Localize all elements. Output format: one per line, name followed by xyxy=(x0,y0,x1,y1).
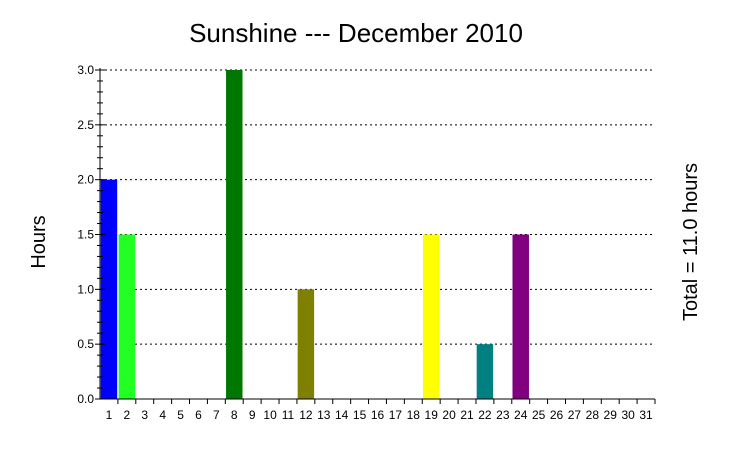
x-tick-label: 14 xyxy=(335,408,349,422)
x-tick-label: 2 xyxy=(124,408,131,422)
x-tick-label: 13 xyxy=(317,408,331,422)
x-tick-label: 11 xyxy=(282,408,295,422)
x-tick-label: 16 xyxy=(371,408,385,422)
x-tick-label: 5 xyxy=(177,408,184,422)
x-tick-label: 22 xyxy=(478,408,492,422)
y-tick-label: 2.5 xyxy=(77,118,94,132)
x-tick-labels: 1 2 3 4 5 6 7 8 9 10 11 12 13 14 15 16 17 18 19 20 21 22 23 24 2… xyxy=(106,408,653,422)
bar-day-2 xyxy=(118,234,136,399)
x-tick-label: 12 xyxy=(299,408,313,422)
x-tick-label: 28 xyxy=(586,408,600,422)
x-tick-label: 9 xyxy=(249,408,256,422)
x-tick-label: 27 xyxy=(568,408,582,422)
bars xyxy=(100,70,529,399)
x-tick-label: 15 xyxy=(353,408,367,422)
x-tick-label: 20 xyxy=(442,408,456,422)
y-tick-label: 3.0 xyxy=(77,63,94,77)
x-tick-label: 18 xyxy=(407,408,421,422)
bar-day-24 xyxy=(512,234,529,399)
x-tick-label: 19 xyxy=(425,408,439,422)
y-axis-label: Hours xyxy=(28,215,50,268)
x-tick-label: 23 xyxy=(496,408,510,422)
y-tick-labels: 0.0 0.5 1.0 1.5 2.0 2.5 3.0 xyxy=(77,63,94,406)
x-tick-label: 8 xyxy=(231,408,238,422)
y-tick-label: 1.5 xyxy=(77,228,94,242)
x-tick-label: 17 xyxy=(389,408,403,422)
total-hours-label: Total = 11.0 hours xyxy=(680,163,702,321)
axes xyxy=(95,68,656,404)
y-tick-label: 1.0 xyxy=(77,282,94,296)
x-tick-label: 1 xyxy=(106,408,113,422)
x-tick-label: 6 xyxy=(195,408,202,422)
x-tick-label: 10 xyxy=(263,408,277,422)
x-tick-label: 3 xyxy=(141,408,148,422)
x-tick-label: 24 xyxy=(514,408,528,422)
gridlines xyxy=(100,69,655,345)
x-tick-label: 30 xyxy=(621,408,635,422)
y-tick-label: 0.0 xyxy=(77,392,94,406)
x-tick-label: 7 xyxy=(213,408,220,422)
x-tick-label: 25 xyxy=(532,408,546,422)
chart-title: Sunshine --- December 2010 xyxy=(189,18,523,48)
y-tick-label: 0.5 xyxy=(77,337,94,351)
y-tick-label: 2.0 xyxy=(77,173,94,187)
x-tick-label: 4 xyxy=(159,408,166,422)
bar-day-8 xyxy=(226,70,243,399)
x-tick-label: 29 xyxy=(604,408,618,422)
x-tick-label: 31 xyxy=(639,408,653,422)
x-tick-label: 26 xyxy=(550,408,564,422)
bar-day-19 xyxy=(422,234,440,399)
bar-day-22 xyxy=(476,344,494,399)
bar-day-12 xyxy=(297,289,315,399)
x-tick-label: 21 xyxy=(460,408,474,422)
